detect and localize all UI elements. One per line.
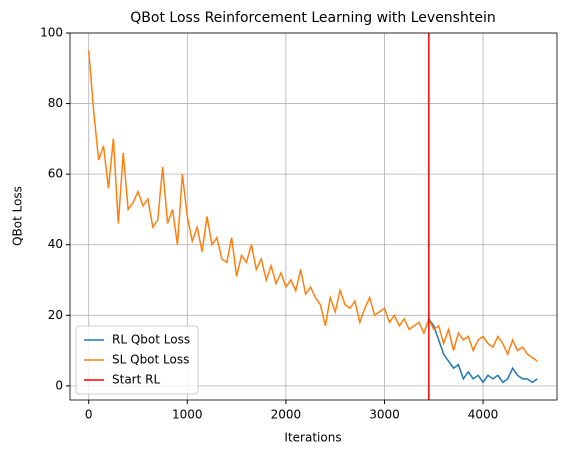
y-tick-label: 40 <box>48 237 63 251</box>
legend-box <box>75 325 199 395</box>
legend-label: SL Qbot Loss <box>112 353 189 367</box>
legend-label: RL Qbot Loss <box>112 333 190 347</box>
line <box>87 50 538 362</box>
legend-label: Start RL <box>112 373 160 387</box>
x-axis-label: Iterations <box>284 431 341 445</box>
y-tick-label: 80 <box>48 96 63 110</box>
x-tick-label: 2000 <box>271 408 302 422</box>
x-tick-label: 3000 <box>369 408 400 422</box>
y-tick-label: 60 <box>48 167 63 181</box>
y-tick-label: 0 <box>55 378 63 392</box>
y-tick-label: 100 <box>40 26 63 40</box>
x-tick-label: 4000 <box>468 408 499 422</box>
line <box>428 318 538 384</box>
chart-title: QBot Loss Reinforcement Learning with Le… <box>130 10 495 26</box>
y-tick-label: 20 <box>48 308 63 322</box>
axes-frame <box>69 32 558 401</box>
x-tick-label: 0 <box>85 408 93 422</box>
y-axis-label: QBot Loss <box>11 186 25 246</box>
x-tick-label: 1000 <box>172 408 203 422</box>
